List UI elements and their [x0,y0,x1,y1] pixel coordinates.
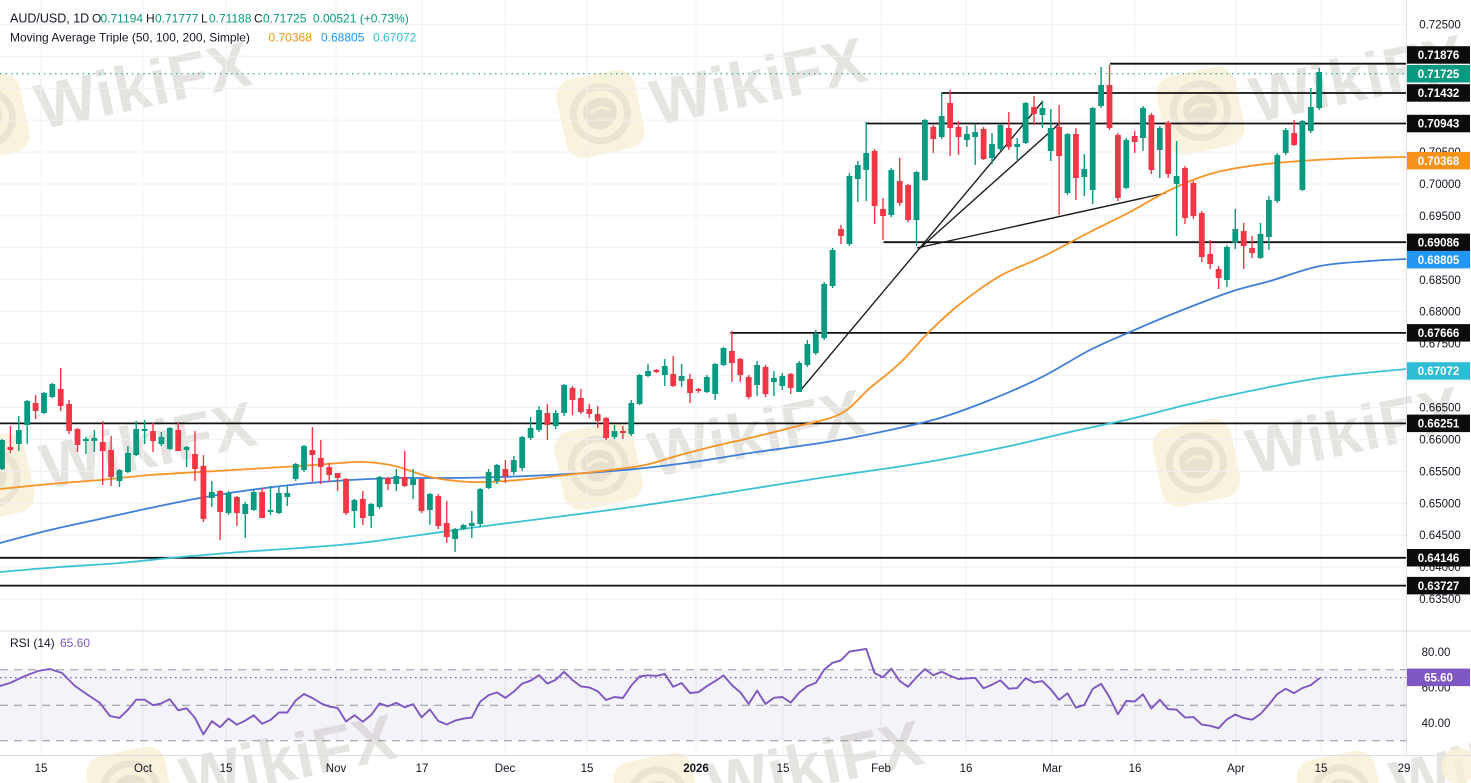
svg-text:80.00: 80.00 [1422,647,1451,659]
svg-text:0.70943: 0.70943 [1418,119,1460,131]
svg-text:Mar: Mar [1042,763,1062,775]
svg-text:RSI (14): RSI (14) [10,636,55,650]
svg-text:2026: 2026 [683,763,709,775]
svg-text:0.66500: 0.66500 [1419,403,1461,415]
svg-text:0.71725: 0.71725 [263,12,307,26]
svg-text:Apr: Apr [1227,763,1245,775]
svg-text:L: L [201,12,208,26]
svg-text:15: 15 [777,763,790,775]
svg-text:Nov: Nov [326,763,347,775]
svg-text:H: H [146,12,155,26]
svg-text:0.66000: 0.66000 [1419,434,1461,446]
svg-text:0.68805: 0.68805 [1418,255,1460,267]
svg-text:15: 15 [220,763,233,775]
svg-text:16: 16 [960,763,973,775]
svg-text:0.63727: 0.63727 [1418,581,1460,593]
svg-text:15: 15 [581,763,594,775]
svg-text:40.00: 40.00 [1422,718,1451,730]
svg-text:0.64146: 0.64146 [1418,553,1460,565]
svg-text:0.65500: 0.65500 [1419,466,1461,478]
svg-text:65.60: 65.60 [60,636,90,650]
svg-text:29: 29 [1398,763,1411,775]
svg-text:0.66251: 0.66251 [1418,419,1460,431]
svg-text:0.63500: 0.63500 [1419,594,1461,606]
svg-text:16: 16 [1129,763,1142,775]
svg-text:Dec: Dec [495,763,516,775]
svg-text:0.67072: 0.67072 [1418,366,1460,378]
svg-text:0.71194: 0.71194 [101,12,144,26]
svg-text:AUD/USD, 1D: AUD/USD, 1D [10,12,89,26]
svg-text:Feb: Feb [871,763,891,775]
svg-text:0.68000: 0.68000 [1419,307,1461,319]
svg-text:Oct: Oct [134,763,153,775]
svg-text:C: C [254,12,263,26]
svg-text:0.70000: 0.70000 [1419,179,1461,191]
svg-text:0.67072: 0.67072 [373,31,417,45]
svg-text:0.70368: 0.70368 [269,31,313,45]
svg-text:65.60: 65.60 [1424,673,1453,685]
svg-text:0.67666: 0.67666 [1418,328,1460,340]
svg-text:0.69500: 0.69500 [1419,211,1461,223]
svg-text:17: 17 [416,763,429,775]
svg-text:15: 15 [1315,763,1328,775]
svg-text:0.71876: 0.71876 [1418,50,1460,62]
svg-text:0.64500: 0.64500 [1419,530,1461,542]
svg-text:0.65000: 0.65000 [1419,498,1461,510]
svg-text:0.68805: 0.68805 [321,31,365,45]
svg-text:0.71432: 0.71432 [1418,88,1460,100]
svg-text:15: 15 [35,763,48,775]
svg-text:0.00521 (+0.73%): 0.00521 (+0.73%) [313,12,409,26]
svg-text:O: O [92,12,101,26]
svg-text:0.71725: 0.71725 [1418,69,1460,81]
svg-text:0.72500: 0.72500 [1419,19,1461,31]
svg-text:0.69086: 0.69086 [1418,238,1460,250]
svg-text:0.70368: 0.70368 [1418,156,1460,168]
svg-text:0.68500: 0.68500 [1419,275,1461,287]
svg-text:0.71188: 0.71188 [209,12,252,26]
svg-text:0.71777: 0.71777 [155,12,199,26]
svg-text:Moving Average Triple (50, 100: Moving Average Triple (50, 100, 200, Sim… [10,31,250,45]
